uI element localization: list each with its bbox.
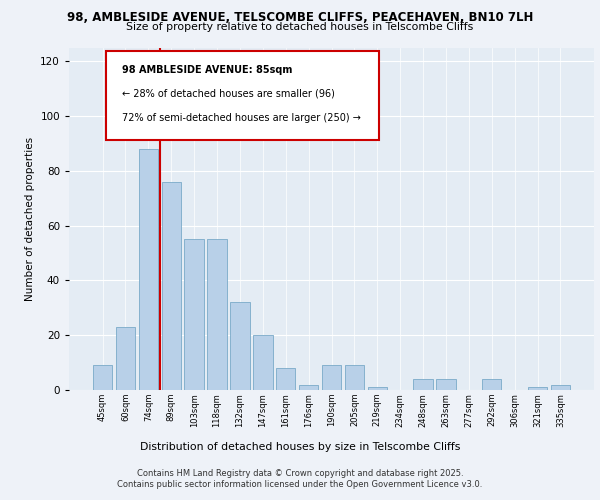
Bar xyxy=(413,379,433,390)
Bar xyxy=(161,182,181,390)
Bar xyxy=(368,388,387,390)
Bar xyxy=(276,368,295,390)
Bar xyxy=(139,149,158,390)
Text: Distribution of detached houses by size in Telscombe Cliffs: Distribution of detached houses by size … xyxy=(140,442,460,452)
Text: Size of property relative to detached houses in Telscombe Cliffs: Size of property relative to detached ho… xyxy=(127,22,473,32)
Bar xyxy=(436,379,455,390)
Text: ← 28% of detached houses are smaller (96): ← 28% of detached houses are smaller (96… xyxy=(121,88,334,99)
Bar xyxy=(230,302,250,390)
Bar xyxy=(299,384,319,390)
Bar xyxy=(253,335,272,390)
Text: Contains public sector information licensed under the Open Government Licence v3: Contains public sector information licen… xyxy=(118,480,482,489)
Bar xyxy=(322,366,341,390)
Bar xyxy=(93,366,112,390)
FancyBboxPatch shape xyxy=(106,51,379,140)
Y-axis label: Number of detached properties: Number of detached properties xyxy=(25,136,35,301)
Text: 98 AMBLESIDE AVENUE: 85sqm: 98 AMBLESIDE AVENUE: 85sqm xyxy=(121,64,292,74)
Bar xyxy=(184,240,204,390)
Text: Contains HM Land Registry data © Crown copyright and database right 2025.: Contains HM Land Registry data © Crown c… xyxy=(137,469,463,478)
Bar xyxy=(551,384,570,390)
Bar xyxy=(482,379,502,390)
Bar xyxy=(208,240,227,390)
Bar xyxy=(344,366,364,390)
Bar xyxy=(116,327,135,390)
Bar xyxy=(528,388,547,390)
Text: 98, AMBLESIDE AVENUE, TELSCOMBE CLIFFS, PEACEHAVEN, BN10 7LH: 98, AMBLESIDE AVENUE, TELSCOMBE CLIFFS, … xyxy=(67,11,533,24)
Text: 72% of semi-detached houses are larger (250) →: 72% of semi-detached houses are larger (… xyxy=(121,112,361,122)
